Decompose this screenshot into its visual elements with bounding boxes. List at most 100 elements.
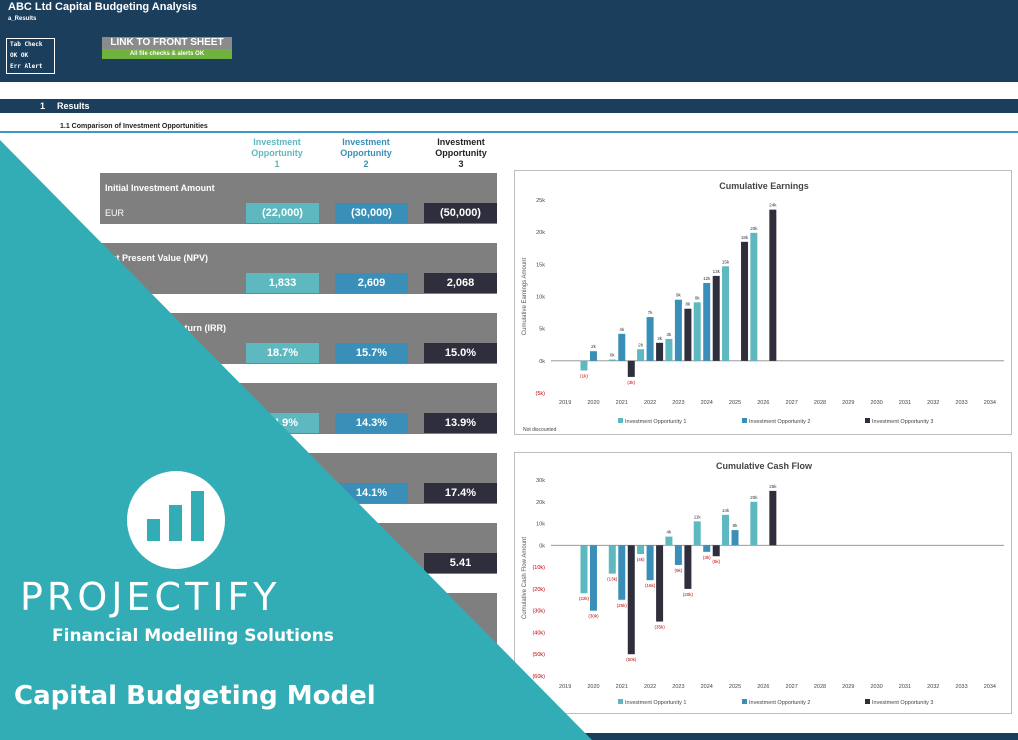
column-header-text: Investment	[342, 137, 390, 147]
legend-swatch-series-1	[618, 699, 623, 704]
bar-2022-series-2	[646, 545, 654, 581]
metric-value-opportunity-3[interactable]: (50,000)	[424, 203, 497, 223]
sheet-name: a_Results	[8, 16, 37, 22]
tab-check-status: OK OK	[10, 52, 29, 59]
metric-value-opportunity-1[interactable]: 14.9%	[246, 413, 319, 433]
metric-value-opportunity-3[interactable]: 2,068	[424, 273, 497, 293]
bar-2025-series-2	[731, 530, 739, 546]
x-tick-label: 2034	[984, 400, 996, 406]
x-tick-label: 2027	[786, 684, 798, 690]
x-tick-label: 2026	[757, 684, 769, 690]
legend-swatch-series-2	[742, 699, 747, 704]
bar-data-label: (35k)	[654, 625, 665, 630]
y-tick-label: (50k)	[532, 652, 545, 658]
bar-data-label: 15k	[722, 259, 730, 264]
link-to-front-sheet-button[interactable]: LINK TO FRONT SHEET All file checks & al…	[102, 37, 232, 61]
column-header-text: 3	[458, 159, 464, 169]
bar-2022-series-3	[656, 342, 664, 361]
bar-data-label: 11k	[694, 514, 702, 519]
metric-value-opportunity-3[interactable]: 15.0%	[424, 343, 497, 363]
y-tick-label: 0k	[539, 543, 545, 549]
link-button-label[interactable]: LINK TO FRONT SHEET	[102, 37, 232, 49]
bar-2025-series-1	[722, 514, 730, 546]
x-tick-label: 2020	[587, 684, 599, 690]
y-tick-label: (30k)	[532, 609, 545, 615]
bar-2023-series-3	[684, 545, 692, 589]
bar-data-label: 4k	[667, 530, 673, 535]
metric-value-opportunity-1[interactable]: (22,000)	[246, 203, 319, 223]
metric-value-opportunity-2[interactable]: 14.3%	[335, 413, 408, 433]
column-header-text: 2	[363, 159, 369, 169]
bar-data-label: 24k	[769, 203, 777, 208]
metric-value-opportunity-3[interactable]: 5.41	[424, 553, 497, 573]
legend-label-series-1: Investment Opportunity 1	[625, 419, 686, 425]
column-header-text: Investment	[437, 137, 485, 147]
metric-value-opportunity-2[interactable]: 14.1%	[335, 483, 408, 503]
x-tick-label: 2028	[814, 684, 826, 690]
metric-value-opportunity-3[interactable]: 17.4%	[424, 483, 497, 503]
bar-2024-series-3	[712, 545, 720, 557]
cumulative-earnings-chart: Cumulative Earnings Cumulative Earnings A…	[514, 170, 1012, 435]
metric-label: Net Present Value (NPV)	[105, 253, 209, 263]
column-header-opportunity-3: Investment Opportunity 3	[416, 137, 506, 170]
bar-data-label: (5k)	[712, 559, 720, 564]
bar-2023-series-2	[674, 545, 682, 565]
metric-row	[100, 593, 497, 644]
header-bar: ABC Ltd Capital Budgeting Analysis a_Res…	[0, 0, 1018, 82]
bar-2022-series-3	[656, 545, 664, 622]
x-tick-label: 2030	[870, 684, 882, 690]
bar-2021-series-1	[608, 359, 616, 361]
bar-data-label: (3k)	[627, 380, 635, 385]
subsection-divider	[0, 131, 1018, 133]
x-tick-label: 2026	[757, 400, 769, 406]
x-tick-label: 2033	[955, 400, 967, 406]
y-axis-label: Cumulative Cash Flow Amount	[522, 537, 528, 619]
metric-row: Net Present Value (NPV) 1,833 2,609 2,068	[100, 243, 497, 294]
legend-label-series-2: Investment Opportunity 2	[749, 700, 810, 706]
metric-value-opportunity-3[interactable]: 13.9%	[424, 413, 497, 433]
metric-value-opportunity-1[interactable]: 18.7%	[246, 343, 319, 363]
x-tick-label: 2027	[786, 400, 798, 406]
bar-2025-series-3	[741, 241, 749, 361]
brand-triangle-shape	[0, 140, 592, 740]
x-tick-label: 2025	[729, 684, 741, 690]
bar-data-label: 4k	[619, 327, 625, 332]
bar-2026-series-3	[769, 209, 777, 361]
bar-data-label: 3k	[657, 336, 663, 341]
metric-value-opportunity-2[interactable]: (30,000)	[335, 203, 408, 223]
metric-value-opportunity-1[interactable]: 1,833	[246, 273, 319, 293]
bar-data-label: (50k)	[626, 657, 637, 662]
bar-data-label: (20k)	[683, 592, 694, 597]
bar-data-label: 9k	[676, 293, 682, 298]
section-header: 1 Results	[0, 99, 1018, 113]
y-tick-label: 0k	[539, 359, 545, 365]
x-tick-label: 2029	[842, 400, 854, 406]
metric-unit: EUR	[105, 208, 125, 218]
x-tick-label: 2031	[899, 684, 911, 690]
metric-value-opportunity-2[interactable]: 15.7%	[335, 343, 408, 363]
bar-data-label: 20k	[750, 226, 758, 231]
bar-2026-series-1	[750, 232, 758, 361]
y-axis-label: Cumulative Earnings Amount	[522, 257, 528, 335]
bar-data-label: (16k)	[645, 583, 656, 588]
bar-data-label: (22k)	[579, 596, 590, 601]
y-tick-label: 15k	[536, 262, 545, 268]
column-header-text: Opportunity	[340, 148, 392, 158]
bar-data-label: 20k	[750, 495, 758, 500]
file-checks-status: All file checks & alerts OK	[102, 49, 232, 59]
bar-data-label: 25k	[769, 484, 777, 489]
footer-bar	[0, 733, 1018, 740]
column-header-text: Opportunity	[251, 148, 303, 158]
subsection-title: 1.1 Comparison of Investment Opportuniti…	[60, 123, 208, 130]
bar-data-label: (1k)	[580, 373, 588, 378]
metric-value-opportunity-2[interactable]: 2,609	[335, 273, 408, 293]
error-alert-label: Err Alert	[10, 63, 43, 70]
x-tick-label: 2024	[701, 684, 713, 690]
tab-check-box: Tab Check OK OK Err Alert	[6, 38, 55, 74]
bar-data-label: 13k	[713, 269, 721, 274]
legend-swatch-series-2	[742, 418, 747, 423]
column-header-text: Opportunity	[435, 148, 487, 158]
bar-data-label: 8k	[733, 523, 739, 528]
bar-2024-series-2	[703, 282, 711, 361]
bar-2023-series-2	[674, 299, 682, 361]
